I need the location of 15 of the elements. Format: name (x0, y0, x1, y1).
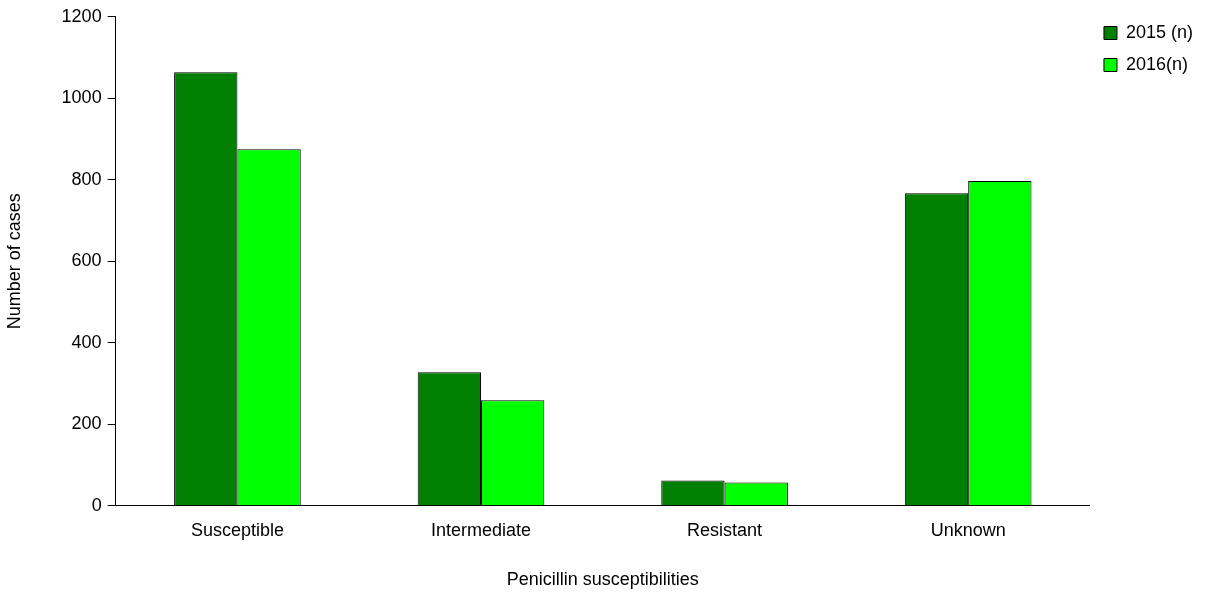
x-tick-label: Unknown (930, 519, 1006, 540)
y-tick-label: 1000 (61, 87, 102, 108)
legend-label: 2016(n) (1125, 53, 1188, 74)
y-tick-label: 600 (71, 250, 102, 271)
x-tick-label: Resistant (687, 519, 763, 540)
y-tick-label: 400 (71, 331, 102, 352)
y-tick-label: 200 (71, 413, 102, 434)
y-axis-title: Number of cases (3, 193, 24, 330)
y-tick-label: 1200 (61, 5, 102, 26)
legend-label: 2015 (n) (1125, 21, 1193, 42)
x-axis-title: Penicillin susceptibilities (506, 569, 699, 590)
x-tick-label: Intermediate (430, 519, 532, 540)
y-tick-label: 800 (71, 168, 102, 189)
x-tick-label: Susceptible (190, 519, 284, 540)
y-tick-label: 0 (91, 494, 102, 515)
